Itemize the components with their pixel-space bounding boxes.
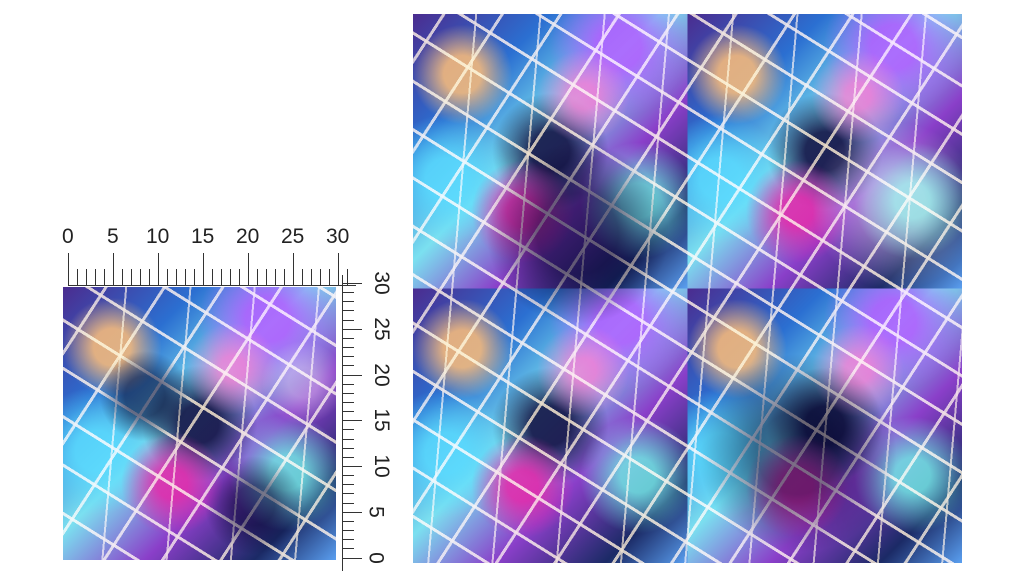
top-ruler-tick — [104, 269, 105, 285]
top-ruler-tick — [167, 269, 168, 285]
top-ruler-tick — [275, 269, 276, 285]
top-ruler-baseline — [68, 285, 356, 286]
top-ruler-tick — [113, 253, 114, 285]
top-ruler-tick — [221, 269, 222, 285]
top-ruler-label: 10 — [146, 225, 170, 248]
right-ruler-tick — [342, 511, 362, 513]
right-ruler-tick — [342, 374, 362, 376]
right-ruler-tick — [342, 475, 354, 477]
top-ruler-tick — [302, 269, 303, 285]
top-ruler-tick — [347, 269, 348, 285]
right-ruler-tick — [342, 539, 354, 541]
small-pattern-swatch — [63, 287, 336, 560]
top-ruler-tick — [95, 269, 96, 285]
right-ruler-tick — [342, 392, 354, 394]
right-ruler-tick — [342, 365, 354, 367]
right-ruler-tick — [342, 520, 354, 522]
right-ruler-tick — [342, 456, 354, 458]
top-ruler-tick — [122, 269, 123, 285]
top-ruler-tick — [320, 269, 321, 285]
right-ruler-tick — [342, 466, 362, 467]
right-ruler-tick — [342, 401, 354, 403]
top-ruler-label: 20 — [236, 225, 260, 248]
right-ruler-tick — [342, 429, 354, 431]
right-ruler-tick — [342, 319, 354, 321]
right-ruler-tick — [342, 337, 354, 339]
right-ruler-tick — [342, 347, 354, 349]
top-ruler-tick — [68, 253, 69, 285]
top-ruler-tick — [212, 269, 213, 285]
top-ruler-tick — [266, 269, 267, 285]
top-ruler-tick — [176, 269, 177, 285]
top-ruler-tick — [158, 253, 159, 285]
right-ruler-tick — [342, 328, 362, 330]
right-ruler-tick — [342, 411, 354, 413]
right-ruler-label: 25 — [370, 317, 394, 341]
right-ruler-tick — [342, 557, 362, 559]
right-ruler-label: 5 — [364, 505, 388, 518]
top-ruler-tick — [149, 269, 150, 285]
top-ruler: 0 5 10 15 20 25 30 — [0, 0, 380, 290]
right-ruler-label: 20 — [370, 362, 394, 387]
top-ruler-tick — [257, 269, 258, 285]
right-ruler-tick — [342, 420, 362, 422]
right-ruler-label: 15 — [370, 408, 394, 432]
right-ruler-tick — [342, 310, 354, 312]
right-ruler-tick — [342, 383, 354, 385]
right-ruler-tick — [342, 292, 354, 294]
right-ruler-tick — [342, 530, 354, 532]
top-ruler-tick — [248, 253, 249, 285]
right-ruler-tick — [342, 438, 354, 440]
right-ruler-tick — [342, 493, 354, 495]
right-ruler-label: 10 — [370, 454, 394, 478]
large-pattern-preview — [413, 14, 962, 563]
top-ruler-label: 30 — [326, 225, 350, 248]
right-ruler-baseline — [342, 275, 343, 571]
top-ruler-label: 0 — [62, 225, 74, 248]
top-ruler-tick — [293, 253, 294, 285]
top-ruler-tick — [131, 269, 132, 285]
top-ruler-tick — [329, 269, 330, 285]
right-ruler-tick — [342, 301, 354, 303]
top-ruler-tick — [86, 269, 87, 285]
top-ruler-tick — [77, 269, 78, 285]
top-ruler-label: 15 — [191, 225, 215, 248]
top-ruler-tick — [338, 253, 339, 285]
right-ruler-label: 0 — [364, 551, 388, 564]
top-ruler-label: 5 — [107, 225, 119, 248]
top-ruler-tick — [311, 269, 312, 285]
top-ruler-tick — [239, 269, 240, 285]
top-ruler-tick — [140, 269, 141, 285]
top-ruler-tick — [230, 269, 231, 285]
right-ruler-tick — [342, 356, 354, 358]
right-ruler-tick — [342, 502, 354, 504]
right-ruler-tick — [342, 283, 362, 284]
right-ruler: 30 25 20 15 10 5 0 — [330, 270, 405, 571]
right-ruler-tick — [342, 548, 354, 550]
right-ruler-label: 30 — [370, 271, 394, 295]
top-ruler-tick — [194, 269, 195, 285]
top-ruler-tick — [185, 269, 186, 285]
top-ruler-label: 25 — [281, 225, 305, 248]
top-ruler-tick — [203, 253, 204, 285]
right-ruler-tick — [342, 447, 354, 449]
top-ruler-tick — [284, 269, 285, 285]
right-ruler-tick — [342, 484, 354, 486]
